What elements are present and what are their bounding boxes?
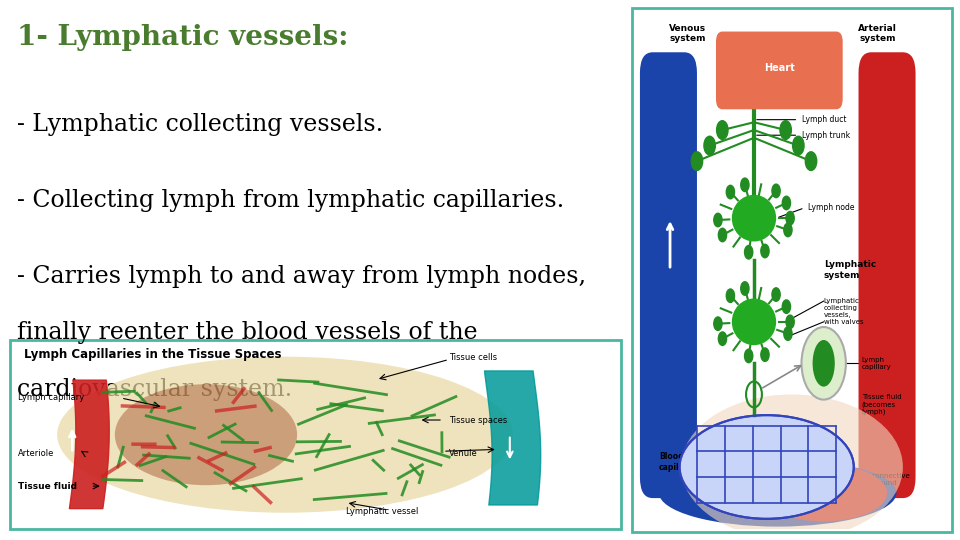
Circle shape	[782, 300, 790, 313]
Circle shape	[786, 212, 794, 225]
Text: Arterial
system: Arterial system	[858, 24, 897, 43]
Bar	[632, 8, 952, 532]
Text: Arteriole: Arteriole	[17, 449, 54, 457]
Circle shape	[704, 136, 715, 155]
Circle shape	[718, 332, 727, 346]
Circle shape	[741, 282, 749, 295]
Text: Lymphatic vessel: Lymphatic vessel	[346, 507, 419, 516]
Text: Lymph node: Lymph node	[808, 203, 854, 212]
Text: Heart: Heart	[764, 63, 795, 73]
Text: - Collecting lymph from lymphatic capillaries.: - Collecting lymph from lymphatic capill…	[17, 189, 564, 212]
Ellipse shape	[680, 415, 853, 519]
Text: Tissue fluid: Tissue fluid	[17, 482, 77, 491]
Ellipse shape	[659, 459, 897, 526]
Text: Lymph trunk: Lymph trunk	[802, 131, 850, 140]
Circle shape	[780, 121, 791, 139]
Circle shape	[783, 223, 792, 237]
Text: - Carries lymph to and away from lymph nodes,: - Carries lymph to and away from lymph n…	[17, 265, 587, 288]
Ellipse shape	[115, 384, 298, 485]
Text: 1- Lymphatic vessels:: 1- Lymphatic vessels:	[17, 24, 348, 51]
Circle shape	[772, 184, 780, 198]
Circle shape	[745, 349, 753, 363]
Circle shape	[782, 196, 790, 210]
Text: cardiovascular system.: cardiovascular system.	[17, 378, 293, 401]
Ellipse shape	[732, 299, 777, 345]
Circle shape	[727, 185, 734, 199]
Text: finally reenter the blood vessels of the: finally reenter the blood vessels of the	[17, 321, 478, 345]
Ellipse shape	[732, 195, 777, 241]
Text: Blood
capillaries: Blood capillaries	[659, 452, 704, 471]
Circle shape	[741, 178, 749, 192]
Text: Tissue fluid
(becomes
lymph): Tissue fluid (becomes lymph)	[862, 394, 901, 415]
Text: Loose connective
tissue around
capillaries: Loose connective tissue around capillari…	[849, 472, 910, 492]
Circle shape	[793, 136, 804, 155]
Ellipse shape	[812, 340, 835, 387]
Ellipse shape	[681, 394, 902, 539]
Text: Lymph capillary: Lymph capillary	[17, 394, 84, 402]
Text: Tissue spaces: Tissue spaces	[449, 415, 507, 424]
Text: Lymph
capillary: Lymph capillary	[862, 357, 892, 370]
Bar	[10, 340, 621, 529]
Text: Lymphatic
collecting
vessels,
with valves: Lymphatic collecting vessels, with valve…	[824, 298, 863, 325]
Text: Lymph duct: Lymph duct	[802, 115, 846, 124]
Ellipse shape	[57, 357, 513, 513]
Circle shape	[727, 289, 734, 302]
Circle shape	[745, 246, 753, 259]
FancyBboxPatch shape	[858, 52, 916, 498]
Circle shape	[691, 152, 703, 171]
Circle shape	[714, 317, 722, 330]
Circle shape	[714, 213, 722, 227]
Text: Venous
system: Venous system	[669, 24, 706, 43]
Circle shape	[783, 327, 792, 340]
Text: Venule: Venule	[449, 449, 478, 457]
Text: Lymph Capillaries in the Tissue Spaces: Lymph Capillaries in the Tissue Spaces	[24, 348, 281, 361]
Circle shape	[772, 288, 780, 301]
Circle shape	[718, 228, 727, 242]
FancyBboxPatch shape	[716, 31, 843, 109]
Text: - Lymphatic collecting vessels.: - Lymphatic collecting vessels.	[17, 113, 384, 137]
Circle shape	[716, 121, 728, 139]
Circle shape	[802, 327, 846, 400]
Text: Lymphatic
system: Lymphatic system	[824, 260, 876, 280]
Circle shape	[761, 244, 769, 258]
Circle shape	[761, 348, 769, 361]
Circle shape	[786, 315, 794, 328]
Circle shape	[805, 152, 817, 171]
Text: Tissue cells: Tissue cells	[449, 353, 497, 362]
Ellipse shape	[760, 464, 887, 522]
FancyBboxPatch shape	[640, 52, 697, 498]
